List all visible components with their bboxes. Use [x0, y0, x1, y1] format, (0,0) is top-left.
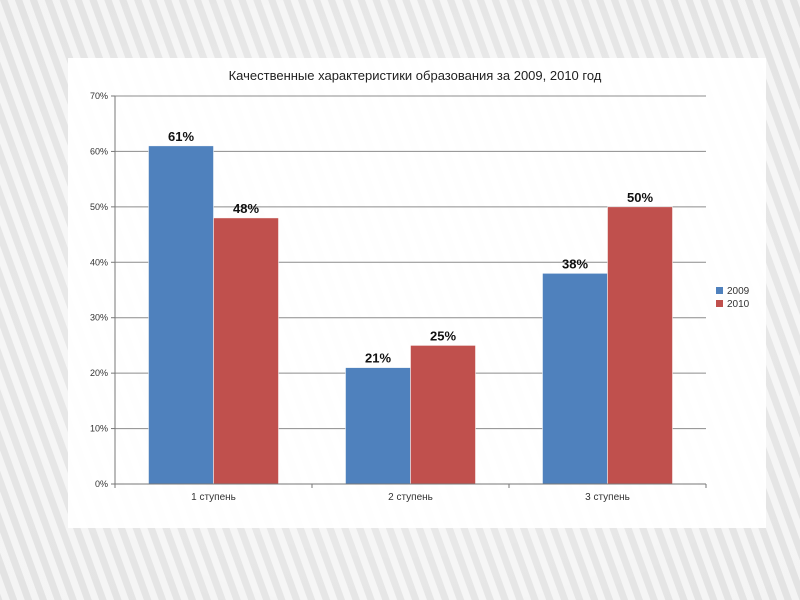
- y-tick-label: 50%: [90, 202, 108, 212]
- bar-2010-2: [410, 345, 476, 485]
- y-tick-label: 60%: [90, 146, 108, 156]
- data-label: 48%: [233, 201, 259, 216]
- y-tick-label: 70%: [90, 91, 108, 101]
- y-tick-label: 10%: [90, 424, 108, 434]
- legend-label-2010: 2010: [727, 299, 750, 310]
- data-label: 25%: [430, 328, 456, 343]
- data-label: 38%: [562, 256, 588, 271]
- legend: 2009 2010: [716, 286, 750, 310]
- legend-swatch-2009: [716, 287, 723, 294]
- x-axis-categories: 1 ступень 2 ступень 3 ступень: [191, 492, 630, 503]
- y-tick-label: 40%: [90, 257, 108, 267]
- data-label: 50%: [627, 190, 653, 205]
- bars: [148, 145, 673, 485]
- bar-2010-1: [213, 217, 279, 485]
- data-label: 21%: [365, 351, 391, 366]
- category-label: 2 ступень: [388, 492, 433, 503]
- bar-2009-1: [148, 145, 214, 485]
- y-tick-label: 30%: [90, 313, 108, 323]
- chart-title: Качественные характеристики образования …: [229, 68, 602, 83]
- data-label: 61%: [168, 129, 194, 144]
- axes: [114, 96, 707, 488]
- bar-2009-3: [542, 273, 608, 485]
- y-tick-label: 20%: [90, 368, 108, 378]
- category-label: 3 ступень: [585, 492, 630, 503]
- y-tick-label: 0%: [95, 479, 108, 489]
- legend-label-2009: 2009: [727, 286, 750, 297]
- y-axis-ticks: 0% 10% 20% 30% 40% 50% 60% 70%: [90, 91, 115, 489]
- legend-swatch-2010: [716, 300, 723, 307]
- category-label: 1 ступень: [191, 492, 236, 503]
- bar-2010-3: [607, 206, 673, 485]
- bar-2009-2: [345, 367, 411, 485]
- data-labels: 61% 48% 21% 25% 38% 50%: [168, 129, 653, 366]
